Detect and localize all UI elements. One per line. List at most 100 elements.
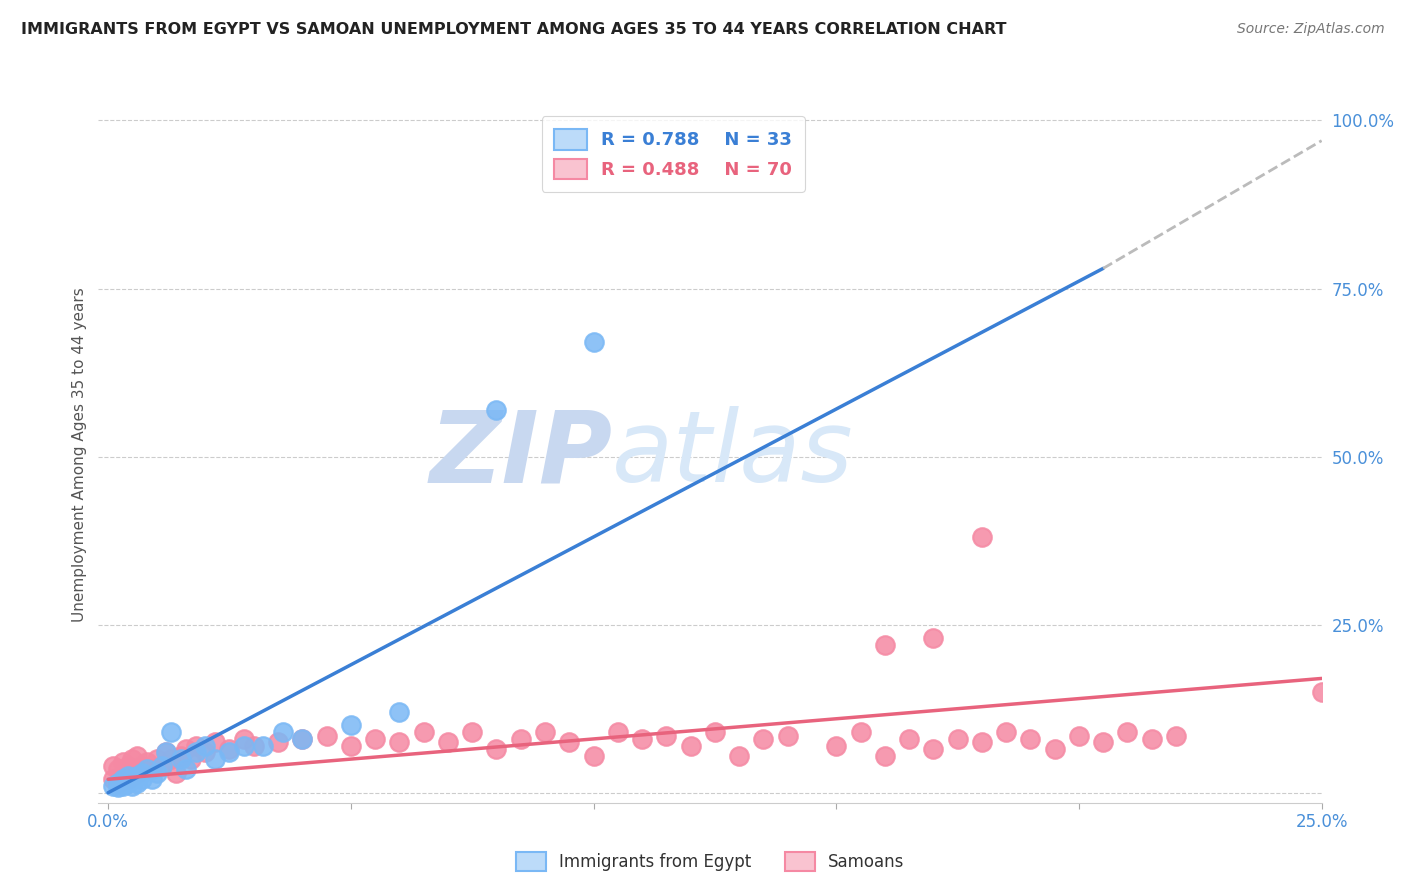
Point (131, 772, 153, 787)
Text: atlas: atlas (612, 407, 853, 503)
Point (107, 780, 129, 795)
Point (461, 725, 484, 739)
Point (849, 725, 872, 739)
Point (776, 729, 799, 743)
Point (485, 742, 508, 756)
Point (388, 705, 411, 719)
Point (101, 779, 124, 793)
Point (111, 772, 134, 787)
Point (364, 731, 387, 746)
Point (485, 402, 508, 417)
Point (271, 725, 294, 739)
Point (898, 731, 921, 746)
Point (184, 739, 207, 753)
Text: ZIP: ZIP (429, 407, 612, 503)
Point (509, 731, 531, 746)
Point (291, 731, 314, 746)
Point (117, 772, 139, 787)
Point (922, 742, 945, 756)
Point (184, 745, 207, 759)
Point (131, 759, 153, 773)
Point (180, 752, 202, 766)
Point (131, 765, 153, 780)
Text: Source: ZipAtlas.com: Source: ZipAtlas.com (1237, 22, 1385, 37)
Point (194, 745, 217, 759)
Point (242, 739, 264, 753)
Point (1164, 729, 1187, 743)
Point (631, 731, 654, 746)
Point (388, 735, 411, 749)
Point (218, 742, 240, 756)
Point (127, 765, 149, 780)
Point (170, 748, 193, 763)
Point (946, 731, 969, 746)
Point (752, 731, 775, 746)
Point (136, 762, 159, 776)
Point (204, 735, 226, 749)
Point (141, 762, 163, 776)
Point (121, 769, 143, 783)
Point (111, 769, 134, 783)
Point (121, 752, 143, 766)
Point (101, 772, 124, 787)
Point (101, 759, 124, 773)
Point (145, 752, 167, 766)
Point (160, 752, 183, 766)
Point (728, 748, 751, 763)
Point (121, 772, 143, 787)
Point (174, 742, 197, 756)
Point (1043, 742, 1066, 756)
Point (107, 775, 129, 789)
Point (534, 725, 557, 739)
Point (174, 762, 197, 776)
Point (825, 739, 848, 753)
Point (1140, 731, 1163, 746)
Point (117, 775, 139, 789)
Point (150, 759, 173, 773)
Point (107, 762, 129, 776)
Point (136, 756, 159, 770)
Point (160, 725, 183, 739)
Point (437, 735, 460, 749)
Point (150, 759, 173, 773)
Point (995, 725, 1018, 739)
Point (194, 739, 217, 753)
Point (703, 725, 725, 739)
Point (204, 752, 226, 766)
Point (655, 729, 678, 743)
Point (233, 731, 256, 746)
Point (1067, 729, 1090, 743)
Point (606, 725, 628, 739)
Point (873, 748, 896, 763)
Y-axis label: Unemployment Among Ages 35 to 44 years: Unemployment Among Ages 35 to 44 years (72, 287, 87, 623)
Point (582, 335, 605, 350)
Point (291, 731, 314, 746)
Point (1116, 725, 1139, 739)
Point (679, 739, 702, 753)
Point (165, 765, 187, 780)
Point (970, 735, 993, 749)
Point (1019, 731, 1042, 746)
Point (127, 775, 149, 789)
Point (252, 739, 274, 753)
Point (117, 769, 139, 783)
Point (145, 765, 167, 780)
Point (558, 735, 581, 749)
Point (412, 725, 434, 739)
Point (970, 530, 993, 544)
Point (141, 772, 163, 787)
Point (170, 752, 193, 766)
Point (1310, 685, 1333, 699)
Point (107, 775, 129, 789)
Point (267, 735, 290, 749)
Point (155, 745, 177, 759)
Point (922, 631, 945, 645)
Point (582, 748, 605, 763)
Point (117, 759, 139, 773)
Point (218, 745, 240, 759)
Point (111, 779, 134, 793)
Point (315, 729, 337, 743)
Point (340, 718, 363, 732)
Point (127, 769, 149, 783)
Point (340, 739, 363, 753)
